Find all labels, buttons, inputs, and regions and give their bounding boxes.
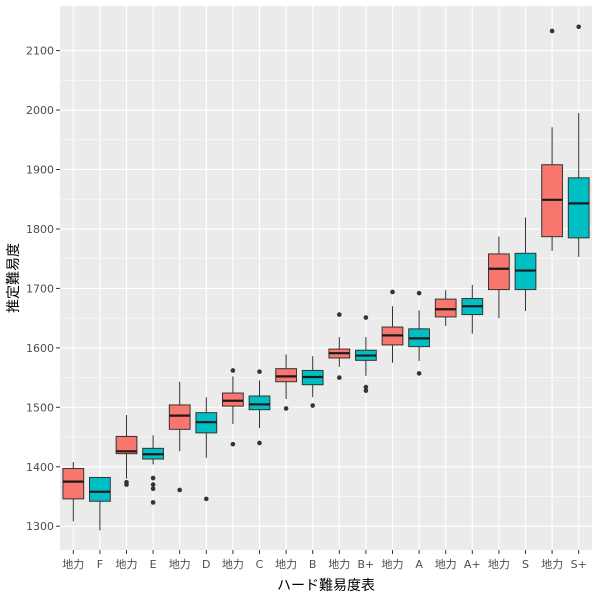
y-tick-label: 1600 (26, 342, 54, 355)
box-body (248, 395, 271, 411)
box-12 (381, 289, 404, 363)
box-body (115, 435, 138, 455)
x-tick-label: C (256, 558, 264, 571)
box-9 (301, 356, 324, 408)
box-16 (488, 236, 510, 319)
box-17 (514, 217, 537, 311)
x-tick-label: 地力 (488, 558, 510, 571)
box-body (275, 368, 297, 383)
x-axis: 地力 F 地力 E 地力 D 地力 C 地力 B 地力 B+ 地力 A 地力 A+ 地力 S 地力 S+ (62, 550, 587, 571)
outlier-point (390, 289, 395, 295)
x-tick-label: D (202, 558, 210, 571)
box-18 (541, 28, 563, 251)
outlier-point (416, 290, 422, 296)
x-tick-label: 地力 (541, 558, 563, 571)
x-tick-label: 地力 (328, 558, 350, 571)
outlier-point (150, 486, 156, 492)
x-tick-label: E (150, 558, 157, 571)
outlier-point (124, 479, 129, 485)
outlier-point (177, 487, 182, 493)
boxes-layer (62, 24, 590, 531)
outlier-point (310, 403, 316, 408)
box-15 (461, 284, 484, 334)
outlier-point (416, 371, 422, 376)
box-19 (567, 24, 590, 257)
x-tick-label: 地力 (116, 558, 138, 571)
box-body (89, 476, 111, 502)
x-tick-label: 地力 (222, 558, 244, 571)
outlier-point (150, 500, 156, 505)
box-body (434, 298, 457, 318)
y-tick-label: 1400 (26, 461, 54, 474)
y-tick-label: 2100 (26, 45, 54, 58)
box-7 (248, 369, 271, 446)
box-14 (434, 290, 457, 326)
box-body (222, 392, 244, 407)
x-tick-label: 地力 (382, 558, 404, 571)
box-4 (168, 381, 191, 493)
x-tick-label: 地力 (435, 558, 457, 571)
outlier-point (576, 24, 581, 30)
y-axis-title: 推定難易度 (6, 243, 22, 313)
y-axis: 1300 1400 1500 1600 1700 1800 1900 2000 2100 (26, 45, 60, 533)
outlier-point (337, 375, 342, 380)
x-tick-label: 地力 (169, 558, 191, 571)
outlier-point (150, 482, 156, 487)
outlier-point (204, 496, 209, 502)
box-3 (142, 435, 164, 505)
box-body (567, 177, 590, 239)
y-tick-label: 1900 (26, 163, 54, 176)
y-tick-label: 1800 (26, 223, 54, 236)
box-body (488, 253, 510, 291)
outlier-point (337, 312, 342, 317)
box-10 (328, 312, 351, 380)
box-13 (408, 290, 430, 376)
x-tick-label: A (415, 558, 423, 571)
box-8 (275, 354, 297, 411)
box-5 (195, 397, 218, 502)
x-tick-label: F (97, 558, 103, 571)
box-11 (355, 315, 377, 393)
x-tick-label: B+ (358, 558, 375, 571)
y-tick-label: 1300 (26, 520, 54, 533)
box-0 (62, 462, 85, 522)
outlier-point (230, 368, 236, 373)
box-2 (115, 415, 138, 487)
outlier-point (363, 315, 369, 320)
x-tick-label: B (309, 558, 317, 571)
outlier-point (257, 440, 262, 446)
box-body (168, 404, 191, 430)
x-tick-label: 地力 (275, 558, 297, 571)
x-axis-title: ハード難易度表 (277, 578, 375, 594)
x-tick-label: 地力 (62, 558, 84, 571)
outlier-point (257, 369, 262, 374)
outlier-point (283, 406, 289, 411)
panel-background (60, 6, 592, 550)
outlier-point (230, 441, 236, 447)
x-tick-label: S (522, 558, 529, 571)
outlier-point (549, 28, 555, 34)
box-6 (222, 368, 244, 447)
y-tick-label: 1700 (26, 282, 54, 295)
outlier-point (363, 388, 369, 393)
x-tick-label: A+ (464, 558, 481, 571)
y-tick-label: 2000 (26, 104, 54, 117)
y-tick-label: 1500 (26, 401, 54, 414)
grid-lines (60, 6, 592, 550)
x-tick-label: S+ (571, 558, 587, 571)
outlier-point (150, 475, 156, 481)
box-1 (89, 476, 111, 531)
outlier-point (363, 384, 369, 390)
box-body (62, 468, 85, 500)
